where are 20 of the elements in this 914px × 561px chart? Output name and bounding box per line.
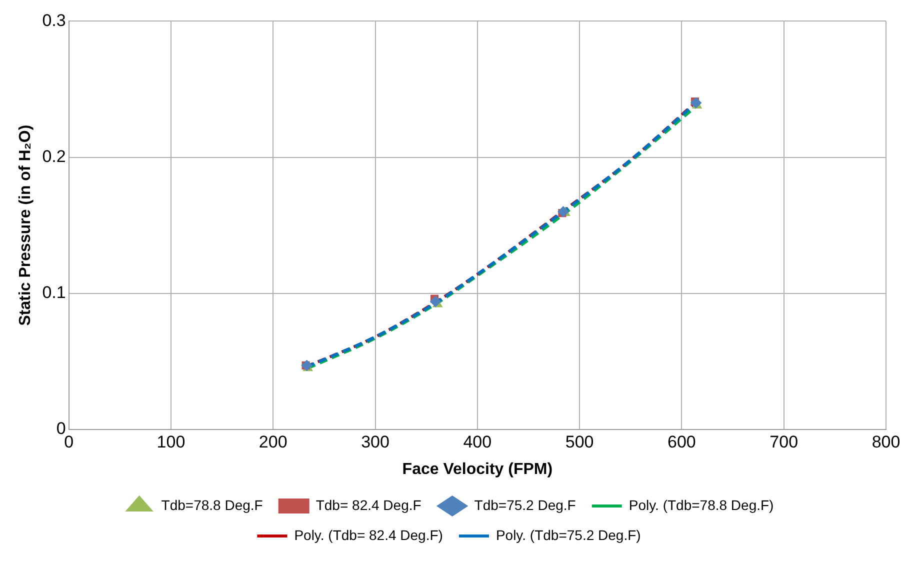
x-tick-label: 300 [361, 432, 390, 452]
legend-label: Poly. (Tdb=75.2 Deg.F) [496, 526, 641, 543]
x-tick-label: 400 [463, 432, 492, 452]
y-axis-title: Static Pressure (in of H₂O) [17, 124, 34, 326]
x-tick-label: 700 [770, 432, 798, 452]
y-tick-label: 0.3 [42, 10, 66, 30]
legend-label: Tdb=75.2 Deg.F [474, 496, 576, 513]
legend-label: Poly. (Tdb= 82.4 Deg.F) [294, 526, 443, 543]
x-tick-label: 200 [258, 432, 288, 452]
y-tick-label: 0.1 [42, 283, 66, 302]
x-tick-label: 100 [156, 432, 186, 452]
x-axis-title: Face Velocity (FPM) [402, 460, 553, 478]
legend-label: Tdb= 82.4 Deg.F [316, 496, 422, 513]
legend-label: Tdb=78.8 Deg.F [161, 496, 263, 513]
y-tick-label: 0.2 [42, 146, 66, 166]
y-tick-label: 0 [56, 419, 66, 438]
x-tick-label: 800 [872, 432, 900, 452]
x-tick-label: 500 [565, 432, 594, 452]
x-tick-label: 600 [668, 432, 696, 452]
legend-label: Poly. (Tdb=78.8 Deg.F) [628, 496, 774, 513]
